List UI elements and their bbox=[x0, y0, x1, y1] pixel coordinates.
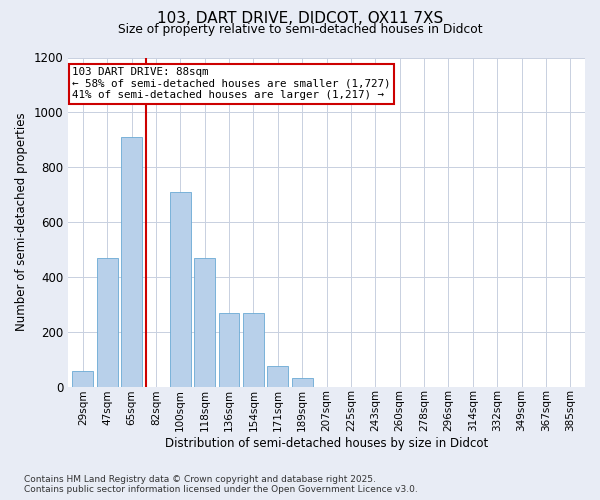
Bar bbox=[97, 258, 118, 386]
Bar bbox=[194, 258, 215, 386]
Y-axis label: Number of semi-detached properties: Number of semi-detached properties bbox=[15, 112, 28, 332]
Bar bbox=[268, 366, 288, 386]
Text: Contains HM Land Registry data © Crown copyright and database right 2025.
Contai: Contains HM Land Registry data © Crown c… bbox=[24, 474, 418, 494]
Text: 103, DART DRIVE, DIDCOT, OX11 7XS: 103, DART DRIVE, DIDCOT, OX11 7XS bbox=[157, 11, 443, 26]
Bar bbox=[219, 312, 239, 386]
Bar bbox=[121, 137, 142, 386]
Text: 103 DART DRIVE: 88sqm
← 58% of semi-detached houses are smaller (1,727)
41% of s: 103 DART DRIVE: 88sqm ← 58% of semi-deta… bbox=[72, 67, 391, 100]
X-axis label: Distribution of semi-detached houses by size in Didcot: Distribution of semi-detached houses by … bbox=[165, 437, 488, 450]
Text: Size of property relative to semi-detached houses in Didcot: Size of property relative to semi-detach… bbox=[118, 22, 482, 36]
Bar bbox=[243, 312, 264, 386]
Bar bbox=[73, 372, 93, 386]
Bar bbox=[170, 192, 191, 386]
Bar bbox=[292, 378, 313, 386]
